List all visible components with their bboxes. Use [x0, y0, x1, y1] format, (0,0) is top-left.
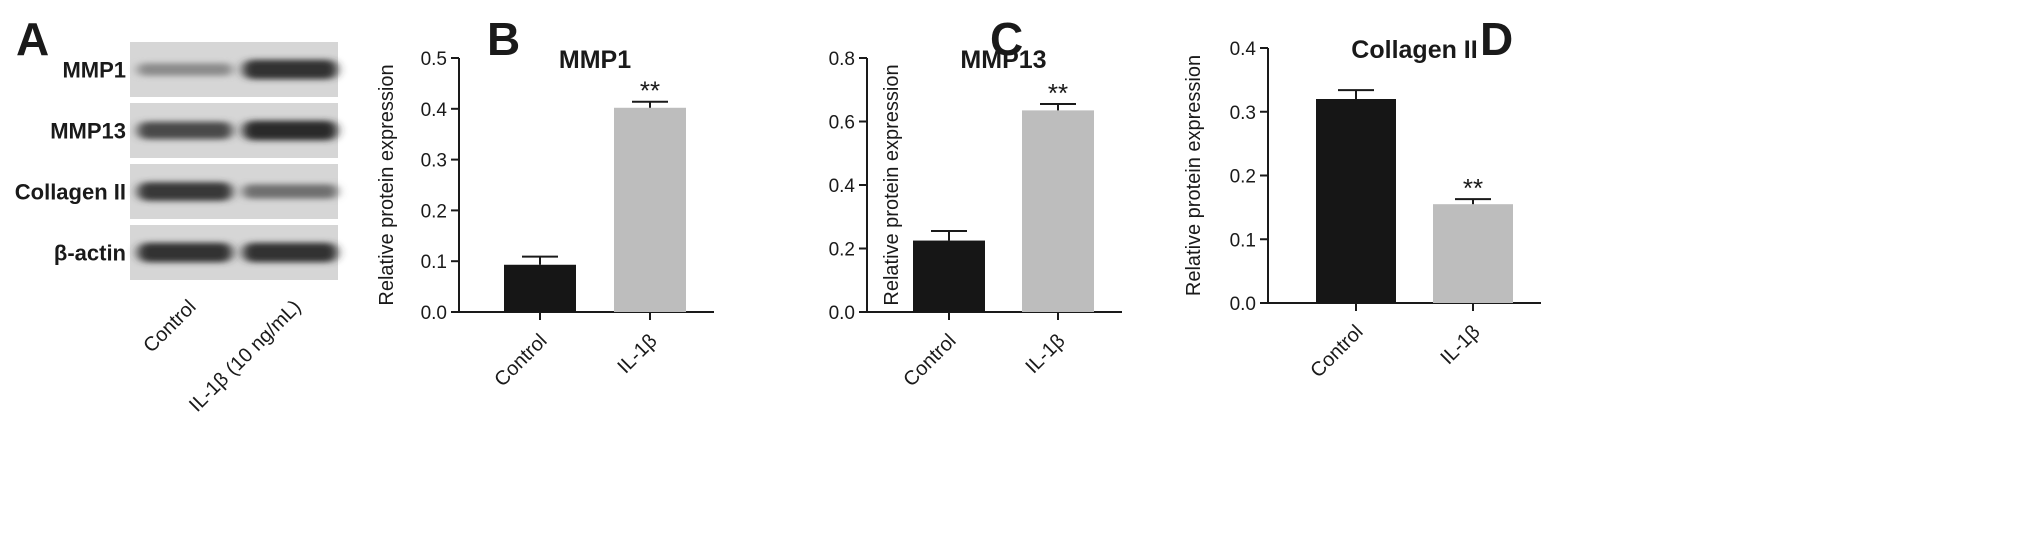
blot-row-label: β-actin	[54, 241, 126, 266]
significance-marker: **	[1463, 173, 1483, 203]
blot-band-mmp1-lane-2	[242, 59, 338, 80]
y-tick-label: 0.0	[829, 303, 855, 324]
bar-control	[504, 264, 576, 312]
chart-title: Collagen II	[1351, 36, 1477, 64]
bar-il-1	[1022, 110, 1094, 312]
y-tick-label: 0.4	[421, 100, 448, 121]
significance-marker: **	[1048, 78, 1068, 108]
blot-band-mmp13-lane-1	[137, 121, 233, 140]
x-tick-label: Control	[899, 330, 960, 391]
y-axis-label: Relative protein expression	[881, 64, 903, 305]
panel-letter-c: C	[990, 13, 1023, 65]
blot-row-label: Collagen II	[15, 180, 126, 205]
y-tick-label: 0.4	[829, 176, 856, 197]
blot-row-label: MMP13	[50, 119, 126, 144]
western-blot: MMP1 MMP13 Collagen II β-actin ControlIL-1β …	[15, 42, 338, 416]
panel-letter-d: D	[1480, 13, 1513, 65]
chart-title: MMP1	[559, 46, 631, 74]
bar-control	[913, 240, 985, 312]
x-tick-label: IL-1β	[613, 330, 661, 378]
panel-d: D Collagen II Relative protein expression…	[1183, 13, 1541, 382]
bar-il-1	[614, 107, 686, 312]
panel-b: B MMP1 Relative protein expression 0.0 0.1 0…	[376, 13, 714, 391]
bar-chart-mmp13: MMP13 Relative protein expression 0.0 0.2 0.…	[829, 46, 1122, 391]
y-tick-label: 0.2	[829, 240, 855, 261]
y-tick-label: 0.2	[1230, 167, 1256, 188]
panel-letter-a: A	[16, 13, 49, 65]
blot-band-actin-lane-1	[137, 242, 233, 263]
x-tick-label: IL-1β	[1021, 330, 1069, 378]
blot-lane-label: IL-1β (10 ng/mL)	[185, 296, 305, 416]
y-tick-label: 0.0	[421, 303, 447, 324]
y-tick-label: 0.1	[1230, 230, 1256, 251]
y-tick-label: 0.6	[829, 113, 855, 134]
blot-band-mmp1-lane-1	[137, 63, 233, 76]
panel-c: C MMP13 Relative protein expression 0.0 0.2…	[829, 13, 1122, 391]
blot-band-collagen-ii-lane-2	[242, 184, 338, 199]
bar-il-1	[1433, 204, 1513, 303]
panel-letter-b: B	[487, 13, 520, 65]
blot-band-collagen-ii-lane-1	[137, 182, 233, 201]
x-tick-label: Control	[490, 330, 551, 391]
blot-row-label: MMP1	[62, 58, 126, 83]
y-tick-label: 0.4	[1230, 39, 1257, 60]
y-tick-label: 0.0	[1230, 294, 1256, 315]
panel-a: A MMP1 MMP13 Collagen II β-actin ControlIL-1…	[15, 13, 338, 416]
y-tick-label: 0.3	[1230, 103, 1256, 124]
bar-chart-collagen-ii: Collagen II Relative protein expression 0.…	[1183, 36, 1541, 382]
y-axis-label: Relative protein expression	[376, 64, 398, 305]
y-axis-label: Relative protein expression	[1183, 55, 1205, 296]
blot-lane-label: Control	[139, 296, 200, 357]
significance-marker: **	[640, 76, 660, 106]
y-tick-label: 0.5	[421, 49, 447, 70]
bar-control	[1316, 99, 1396, 303]
y-tick-label: 0.3	[421, 151, 447, 172]
y-tick-label: 0.8	[829, 49, 855, 70]
bar-chart-mmp1: MMP1 Relative protein expression 0.0 0.1 0.2…	[376, 46, 714, 391]
y-tick-label: 0.1	[421, 252, 447, 273]
blot-band-actin-lane-2	[242, 242, 338, 263]
chart-title: MMP13	[960, 46, 1046, 74]
x-tick-label: IL-1β	[1436, 321, 1484, 369]
y-tick-label: 0.2	[421, 201, 447, 222]
x-tick-label: Control	[1306, 321, 1367, 382]
blot-band-mmp13-lane-2	[242, 120, 338, 141]
